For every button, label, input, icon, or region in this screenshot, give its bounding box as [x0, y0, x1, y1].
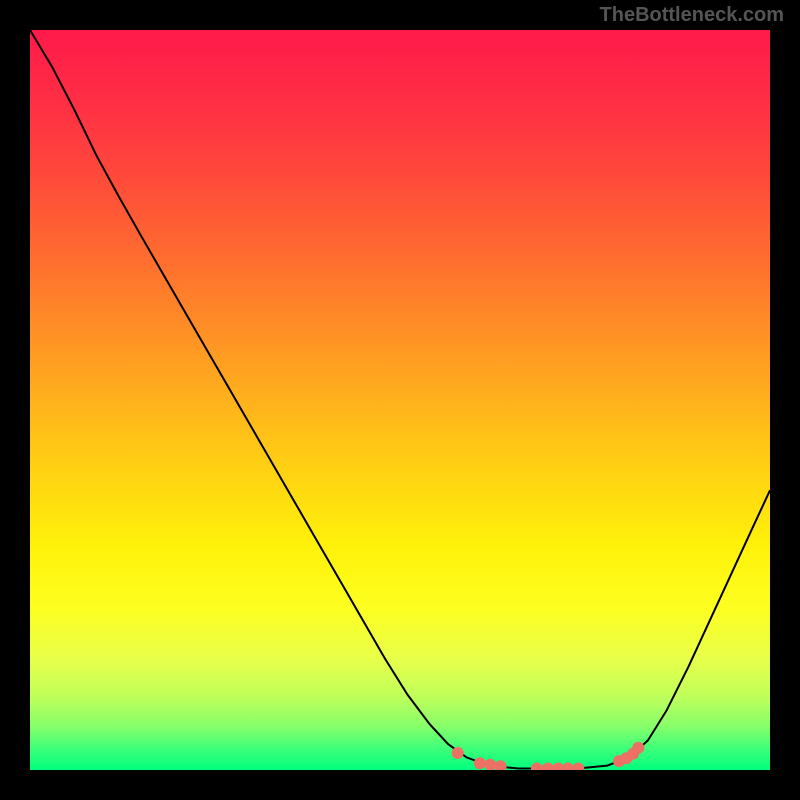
plot-area — [30, 30, 770, 770]
watermark-text: TheBottleneck.com — [600, 4, 784, 27]
gradient-background — [30, 30, 770, 770]
